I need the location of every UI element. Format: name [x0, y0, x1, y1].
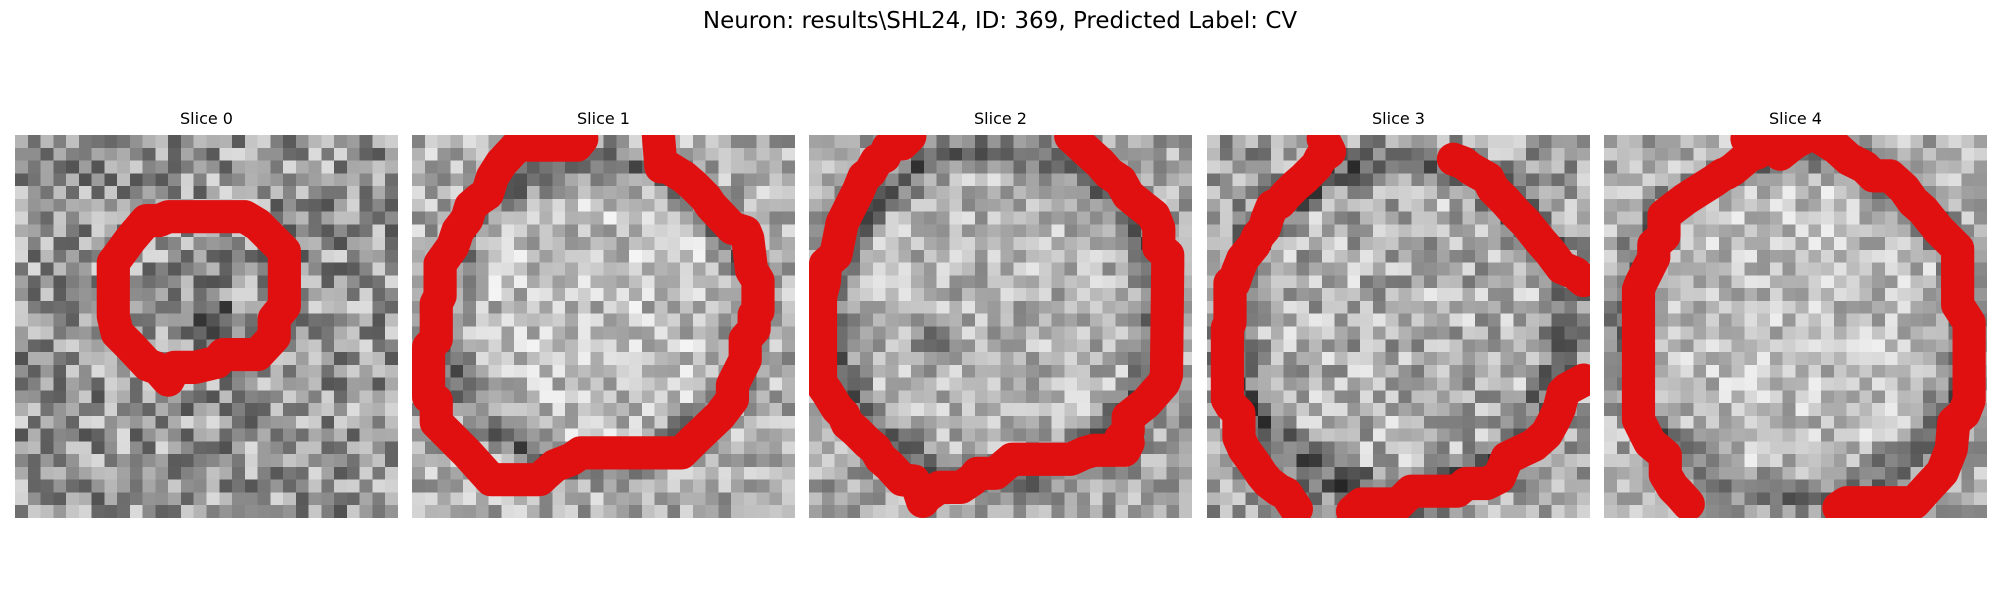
segmentation-contour-3 [1210, 135, 1347, 518]
slice-title-2: Slice 2 [974, 109, 1027, 128]
slice-image-2 [809, 135, 1192, 518]
slice-panel-4: Slice 4 [1604, 108, 1987, 518]
slice-panel-3: Slice 3 [1207, 108, 1590, 518]
microscopy-texture-3 [1207, 135, 1590, 518]
slice-title-0: Slice 0 [180, 109, 233, 128]
segmentation-contour-3b [1436, 142, 1590, 298]
slice-panel-0: Slice 0 [15, 108, 398, 518]
slice-image-4 [1604, 135, 1987, 518]
microscopy-texture-0 [15, 135, 398, 518]
figure-title: Neuron: results\SHL24, ID: 369, Predicte… [702, 8, 1298, 34]
slice-title-3: Slice 3 [1372, 109, 1425, 128]
slice-image-3 [1207, 135, 1590, 518]
slice-image-1 [412, 135, 795, 518]
segmentation-contour-4b [1621, 135, 1986, 518]
segmentation-contour-1 [412, 135, 775, 497]
segmentation-contour-3c [1335, 363, 1590, 518]
segmentation-contour-2 [809, 135, 1185, 518]
slice-title-1: Slice 1 [577, 109, 630, 128]
slice-panel-2: Slice 2 [809, 108, 1192, 518]
slice-image-0 [15, 135, 398, 518]
segmentation-contour-0 [96, 200, 301, 397]
slice-panel-1: Slice 1 [412, 108, 795, 518]
slice-title-4: Slice 4 [1769, 109, 1822, 128]
